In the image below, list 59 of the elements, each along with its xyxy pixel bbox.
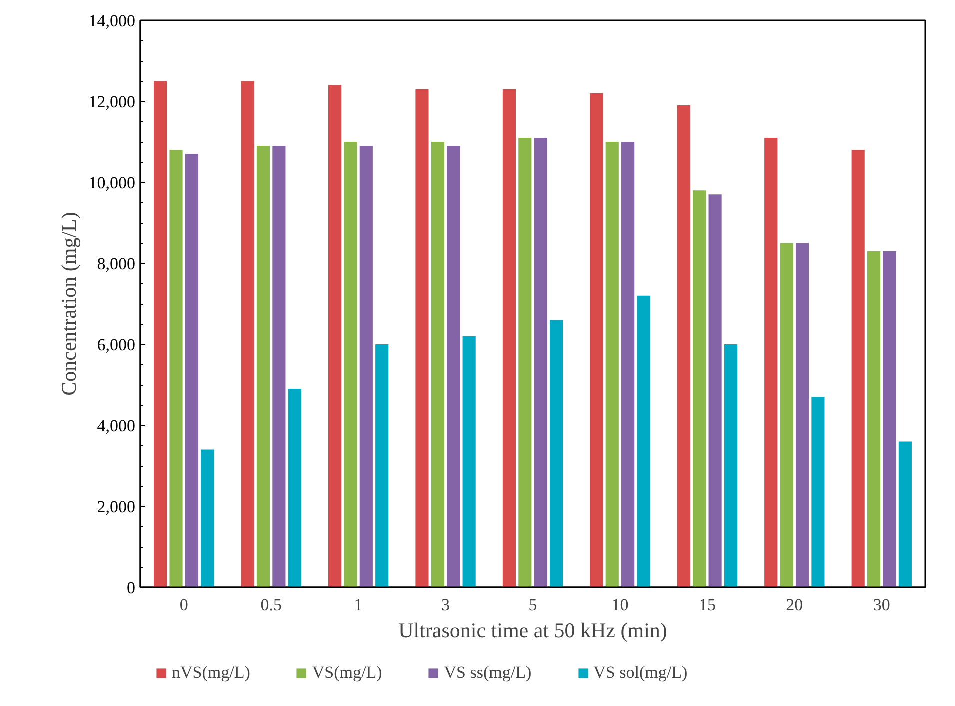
x-tick-label: 20 <box>786 596 804 614</box>
y-tick-label: 6,000 <box>97 336 136 354</box>
bar <box>764 138 778 588</box>
y-tick-label: 0 <box>127 578 136 598</box>
bar <box>185 154 199 588</box>
bar <box>241 81 254 588</box>
y-axis-title: Concentration (mg/L) <box>56 212 81 396</box>
bar <box>447 146 460 588</box>
bar <box>462 336 476 588</box>
x-tick-label: 1 <box>354 596 363 614</box>
y-tick-label: 14,000 <box>88 12 136 30</box>
bar <box>780 243 794 588</box>
legend-label: nVS(mg/L) <box>172 663 250 683</box>
bar <box>534 138 548 588</box>
y-tick-label: 2,000 <box>97 498 136 516</box>
bar <box>622 142 635 588</box>
x-tick-label: 3 <box>442 596 450 614</box>
bar <box>256 146 270 588</box>
bar <box>898 442 912 588</box>
bar <box>708 194 722 588</box>
bar <box>360 146 373 588</box>
x-tick-label: 5 <box>528 596 538 614</box>
y-tick-label: 4,000 <box>97 416 136 436</box>
x-tick-label: 30 <box>873 596 890 614</box>
x-tick-label: 0 <box>180 596 188 614</box>
bar <box>416 89 429 588</box>
bar <box>170 150 183 588</box>
bar <box>812 397 825 588</box>
bar <box>637 296 650 588</box>
bar <box>201 450 214 588</box>
bar <box>724 344 738 588</box>
x-tick-label: 15 <box>698 596 716 614</box>
bar <box>272 146 286 588</box>
bar <box>344 142 358 588</box>
y-tick-label: 12,000 <box>88 92 136 112</box>
bar <box>502 89 516 588</box>
bar <box>518 138 532 588</box>
bar <box>376 344 389 588</box>
x-tick-label: 10 <box>612 596 629 614</box>
bar <box>154 81 168 588</box>
bar <box>288 389 302 588</box>
bar <box>431 142 444 588</box>
bar <box>606 142 619 588</box>
bar <box>867 251 881 588</box>
legend-label: VS sol(mg/L) <box>594 663 688 683</box>
bar <box>590 93 604 588</box>
legend-label: VS ss(mg/L) <box>444 663 532 683</box>
bar <box>883 251 896 588</box>
bar <box>796 243 810 588</box>
bar <box>328 85 342 588</box>
x-tick-label: 0.5 <box>260 596 282 614</box>
legend-label: VS(mg/L) <box>312 663 382 683</box>
bar <box>677 106 690 588</box>
bar <box>550 320 564 588</box>
x-axis-title: Ultrasonic time at 50 kHz (min) <box>398 618 668 642</box>
bar <box>852 150 865 588</box>
y-tick-label: 10,000 <box>88 174 136 192</box>
bar <box>693 190 706 588</box>
y-tick-label: 8,000 <box>97 254 136 274</box>
